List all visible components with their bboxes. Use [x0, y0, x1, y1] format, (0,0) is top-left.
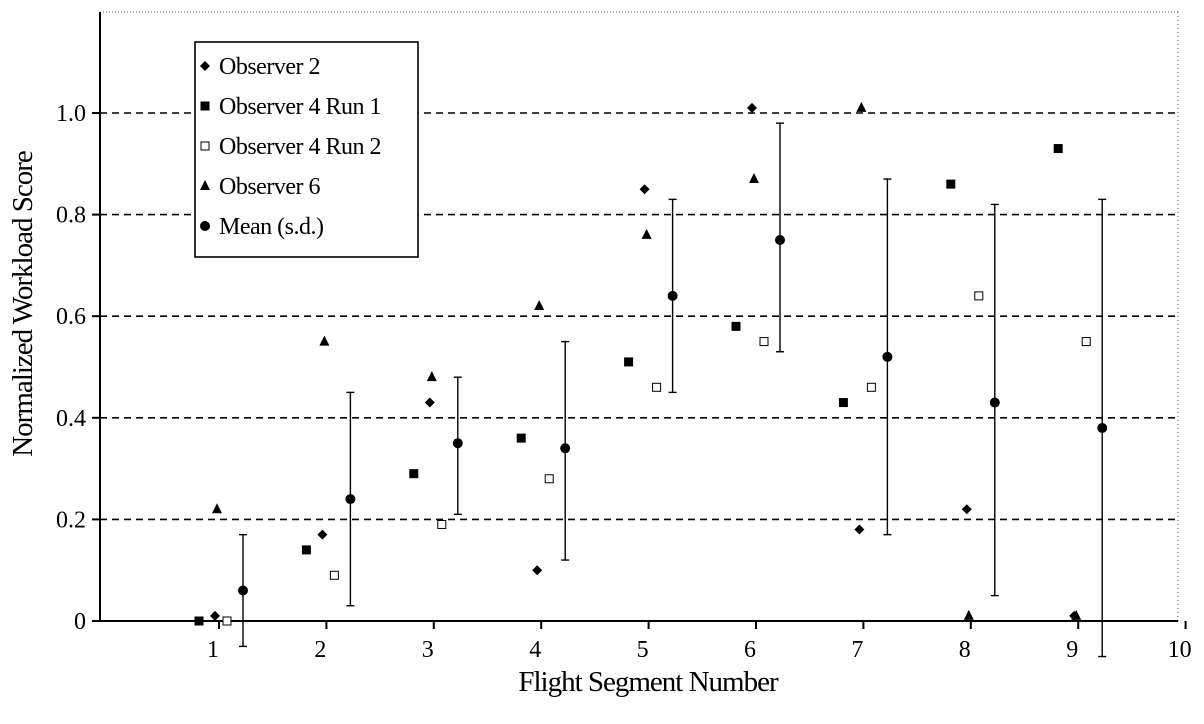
- legend-box: [194, 41, 419, 258]
- data-point: [652, 382, 662, 392]
- series-1: [194, 144, 1063, 626]
- data-point: [424, 397, 435, 408]
- legend-label: Observer 2: [219, 54, 320, 80]
- legend-marker: [200, 221, 210, 231]
- y-tick-label: 1.0: [56, 101, 86, 127]
- data-point: [838, 398, 848, 408]
- legend-marker: [200, 141, 210, 151]
- data-point: [516, 433, 526, 443]
- data-point: [426, 371, 437, 382]
- data-point: [212, 503, 222, 514]
- data-point: [639, 184, 650, 195]
- y-tick-label: 0.4: [56, 406, 86, 432]
- y-tick-label: 0.2: [56, 507, 86, 533]
- data-point: [731, 321, 741, 331]
- y-tick-label: 0: [74, 609, 86, 635]
- data-point: [210, 610, 220, 621]
- data-point: [854, 524, 865, 535]
- series-4: [238, 122, 1108, 658]
- data-point: [856, 101, 867, 112]
- data-point: [238, 585, 248, 596]
- data-point: [329, 570, 339, 580]
- data-point: [301, 545, 311, 555]
- data-point: [452, 438, 463, 449]
- x-tick-label: 5: [637, 637, 649, 663]
- data-point: [961, 504, 972, 515]
- data-point: [974, 291, 984, 301]
- data-point: [624, 357, 634, 367]
- data-point: [409, 469, 419, 479]
- data-point: [882, 351, 893, 362]
- marks-layer: [194, 101, 1108, 658]
- x-tick-label: 1: [207, 637, 219, 663]
- data-point: [667, 290, 678, 301]
- legend-label: Observer 4 Run 2: [219, 134, 381, 160]
- data-point: [749, 173, 759, 184]
- x-tick-label: 6: [744, 637, 756, 663]
- x-tick-label: 2: [314, 637, 326, 663]
- data-point: [1071, 609, 1082, 620]
- data-point: [532, 565, 543, 576]
- legend-label: Observer 4 Run 1: [219, 94, 381, 120]
- legend-marker: [200, 180, 210, 190]
- x-tick-label: 3: [422, 637, 434, 663]
- legend-label: Observer 6: [219, 174, 320, 200]
- legend-marker: [200, 61, 210, 71]
- data-point: [963, 609, 974, 620]
- y-tick-label: 0.8: [56, 203, 86, 229]
- legend-marker: [200, 101, 210, 111]
- data-point: [345, 494, 356, 505]
- data-point: [317, 529, 328, 540]
- data-point: [775, 235, 785, 245]
- data-point: [1097, 422, 1108, 433]
- data-point: [222, 616, 232, 626]
- data-point: [534, 300, 545, 311]
- series-3: [212, 101, 1082, 620]
- data-point: [1053, 144, 1063, 154]
- x-axis-label: Flight Segment Number: [518, 666, 779, 698]
- data-point: [560, 443, 571, 454]
- axes-layer: 0 0.2 0.4 0.6 0.8 1.0 1 2 3 4 5 6 7 8 9 10: [56, 11, 1192, 663]
- x-tick-label: 10: [1168, 637, 1192, 663]
- series-0: [210, 102, 1080, 621]
- legend: Observer 2 Observer 4 Run 1 Observer 4 Run…: [194, 41, 419, 258]
- data-point: [989, 397, 1000, 408]
- x-tick-label: 9: [1066, 637, 1078, 663]
- x-tick-label: 8: [959, 637, 971, 663]
- data-point: [759, 337, 769, 347]
- data-point: [194, 616, 204, 626]
- data-point: [641, 228, 652, 239]
- data-point: [1081, 337, 1091, 347]
- x-tick-label: 7: [851, 637, 863, 663]
- data-point: [747, 102, 757, 113]
- data-point: [437, 519, 447, 529]
- x-tick-label: 4: [529, 637, 541, 663]
- y-axis-label: Normalized Workload Score: [7, 151, 39, 457]
- y-tick-label: 0.6: [56, 304, 86, 330]
- data-point: [866, 382, 876, 392]
- data-point: [544, 474, 554, 484]
- legend-label: Mean (s.d.): [219, 214, 323, 240]
- series-2: [222, 291, 1091, 626]
- data-point: [946, 179, 956, 189]
- data-point: [319, 335, 330, 346]
